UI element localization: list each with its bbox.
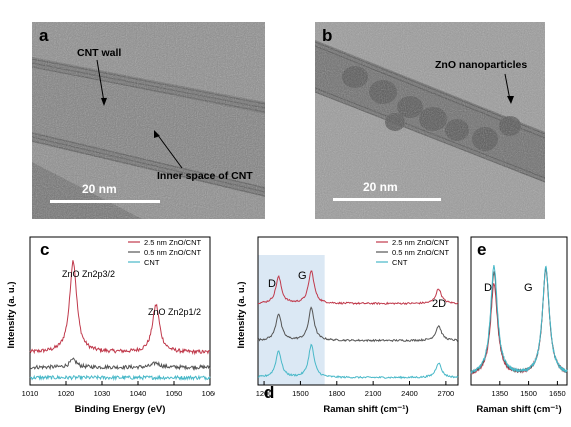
annotation-zn2p3: ZnO Zn2p3/2 bbox=[62, 269, 115, 279]
plot-frame-c bbox=[29, 236, 211, 386]
xps-chart-c: c 1010 1020 1030 1040 1050 1060 ZnO Zn2p3/2 Z… bbox=[6, 236, 215, 415]
panel-letter-c: c bbox=[40, 240, 49, 259]
plot-frame-d bbox=[257, 236, 459, 386]
panel-letter-b: b bbox=[322, 26, 333, 45]
scale-label-b: 20 nm bbox=[363, 180, 398, 194]
annotation-g-band-e: G bbox=[524, 282, 533, 294]
series-line-cnt bbox=[257, 343, 459, 380]
x-tick-label: 1500 bbox=[520, 389, 537, 398]
x-tick-label: 1040 bbox=[130, 389, 147, 398]
x-tick-label: 1050 bbox=[166, 389, 183, 398]
x-tick-label: 1030 bbox=[94, 389, 111, 398]
y-axis-label-c: Intensity (a. u.) bbox=[6, 281, 17, 348]
legend-entry: 0.5 nm ZnO/CNT bbox=[392, 248, 450, 257]
tem-image-a-graphic bbox=[32, 22, 265, 219]
x-tick-label: 1350 bbox=[491, 389, 508, 398]
series-line-2-5-nm-zno-cnt bbox=[29, 260, 211, 356]
scale-label-a: 20 nm bbox=[82, 182, 117, 196]
annotation-d-band: D bbox=[268, 278, 276, 290]
series-line-cnt bbox=[470, 265, 568, 374]
annotation-arrows-a bbox=[96, 59, 183, 169]
x-tick-label: 1020 bbox=[58, 389, 75, 398]
scale-bar-a bbox=[50, 200, 160, 203]
annotation-arrow-b bbox=[504, 73, 514, 104]
panel-letter-e: e bbox=[477, 240, 486, 259]
raman-chart-e: e 1350 1500 1650 D G Raman shift (cm⁻¹) bbox=[470, 236, 568, 415]
series-line-0-5-nm-zno-cnt bbox=[29, 357, 211, 371]
x-tick-label: 1500 bbox=[292, 389, 309, 398]
x-axis-label-d: Raman shift (cm⁻¹) bbox=[323, 404, 408, 415]
x-tick-label: 2100 bbox=[365, 389, 382, 398]
series-line-cnt bbox=[29, 374, 211, 382]
x-tick-label: 2400 bbox=[401, 389, 418, 398]
annotation-zno-nanoparticles: ZnO nanoparticles bbox=[435, 59, 528, 71]
y-axis-label-d: Intensity (a. u.) bbox=[236, 281, 247, 348]
tem-image-b: b ZnO nanoparticles 20 nm bbox=[315, 22, 545, 219]
panel-letter-a: a bbox=[39, 26, 49, 45]
annotation-d-band-e: D bbox=[484, 282, 492, 294]
annotation-zn2p1: ZnO Zn2p1/2 bbox=[148, 307, 201, 317]
highlight-region-d bbox=[258, 255, 325, 385]
legend-entry: 2.5 nm ZnO/CNT bbox=[392, 238, 450, 247]
x-tick-label: 1200 bbox=[256, 389, 273, 398]
annotation-inner-space: Inner space of CNT bbox=[157, 170, 253, 182]
tem-image-a: a CNT wall Inner space of CNT 20 nm bbox=[32, 22, 265, 219]
annotation-cnt-wall: CNT wall bbox=[77, 47, 122, 59]
plot-frame-e bbox=[470, 236, 568, 386]
legend-entry: 0.5 nm ZnO/CNT bbox=[144, 248, 202, 257]
legend-entry: 2.5 nm ZnO/CNT bbox=[144, 238, 202, 247]
annotation-2d-band: 2D bbox=[432, 298, 446, 310]
legend-entry: CNT bbox=[392, 258, 408, 267]
annotation-g-band: G bbox=[298, 270, 307, 282]
x-tick-label: 1800 bbox=[328, 389, 345, 398]
x-axis-label-e: Raman shift (cm⁻¹) bbox=[476, 404, 561, 415]
raman-chart-d: d 1200 1500 1800 2100 2400 2700 D G 2D 2.5 nm… bbox=[236, 236, 459, 415]
series-line-2-5-nm-zno-cnt bbox=[258, 270, 459, 306]
tem-image-b-graphic bbox=[315, 22, 545, 219]
x-tick-label: 1650 bbox=[549, 389, 566, 398]
x-tick-label: 1060 bbox=[202, 389, 215, 398]
x-tick-label: 1010 bbox=[22, 389, 39, 398]
x-tick-label: 2700 bbox=[438, 389, 455, 398]
series-line-0-5-nm-zno-cnt bbox=[257, 306, 459, 343]
legend-entry: CNT bbox=[144, 258, 160, 267]
x-axis-label-c: Binding Energy (eV) bbox=[75, 404, 166, 415]
scale-bar-b bbox=[333, 198, 441, 201]
panel-letter-d: d bbox=[264, 383, 274, 402]
